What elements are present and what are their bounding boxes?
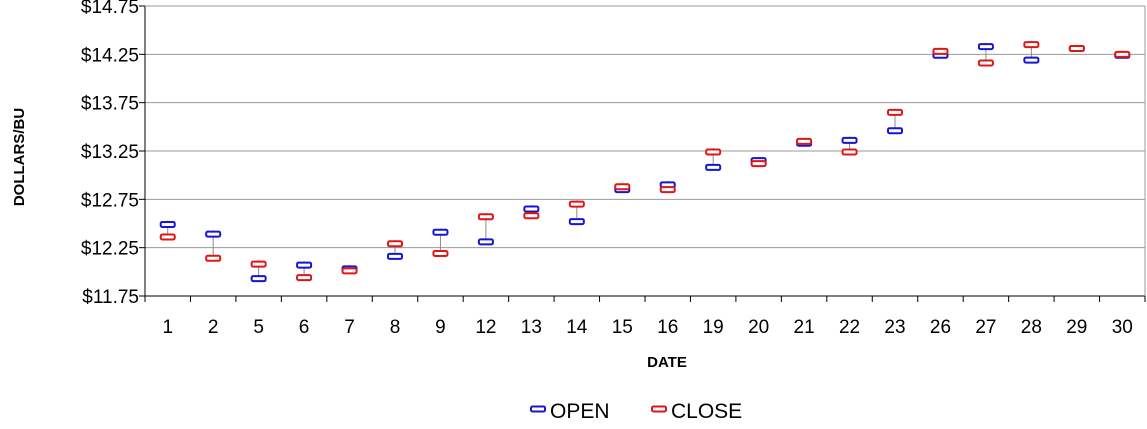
open-marker bbox=[568, 218, 585, 226]
x-tick-label: 23 bbox=[884, 317, 905, 338]
legend-label-close: CLOSE bbox=[671, 400, 742, 423]
x-axis-tick-labels: 1 2 5 6 7 8 9 12 13 14 15 16 19 20 21 22 23 26 27 28 29 30 bbox=[162, 317, 1132, 338]
y-tick-label: $12.75 bbox=[81, 190, 139, 211]
x-tick-label: 6 bbox=[299, 317, 310, 338]
x-tick-label: 2 bbox=[208, 317, 219, 338]
open-marker bbox=[477, 238, 494, 246]
close-marker bbox=[477, 213, 494, 221]
close-marker bbox=[523, 212, 540, 220]
close-marker bbox=[659, 186, 676, 194]
close-marker bbox=[432, 249, 449, 257]
x-tick-label: 7 bbox=[344, 317, 355, 338]
close-marker bbox=[614, 183, 631, 191]
legend-swatch-open bbox=[530, 405, 546, 413]
open-marker bbox=[387, 252, 403, 260]
x-tick-label: 27 bbox=[975, 317, 996, 338]
close-marker bbox=[977, 59, 994, 67]
open-marker bbox=[159, 220, 176, 228]
x-tick-label: 29 bbox=[1066, 317, 1087, 338]
open-marker bbox=[705, 163, 722, 171]
x-tick-label: 9 bbox=[435, 317, 446, 338]
x-tick-label: 20 bbox=[748, 317, 769, 338]
y-tick-label: $11.75 bbox=[82, 287, 139, 308]
y-axis-title: DOLLARS/BU bbox=[11, 108, 28, 206]
close-marker bbox=[296, 274, 313, 282]
legend-item-close: CLOSE bbox=[651, 400, 742, 423]
open-marker bbox=[296, 261, 313, 269]
close-marker bbox=[705, 148, 722, 156]
close-marker bbox=[1114, 50, 1131, 58]
x-tick-label: 30 bbox=[1112, 317, 1133, 338]
close-marker bbox=[796, 137, 813, 145]
close-marker bbox=[841, 148, 858, 156]
close-marker bbox=[159, 233, 176, 241]
legend-swatch-close bbox=[651, 405, 667, 413]
open-marker bbox=[841, 136, 858, 144]
x-tick-label: 21 bbox=[794, 317, 815, 338]
close-marker bbox=[887, 108, 903, 116]
open-marker bbox=[205, 230, 222, 238]
y-tick-label: $12.25 bbox=[81, 239, 139, 260]
open-marker bbox=[887, 127, 903, 135]
close-marker bbox=[250, 260, 267, 268]
x-axis-title: DATE bbox=[647, 354, 687, 371]
x-tick-label: 19 bbox=[703, 317, 724, 338]
close-marker bbox=[750, 160, 767, 168]
y-tick-label: $14.75 bbox=[81, 0, 139, 18]
close-marker bbox=[387, 240, 403, 248]
close-marker bbox=[205, 254, 222, 262]
gridlines bbox=[145, 5, 1145, 249]
open-marker bbox=[250, 275, 267, 283]
legend: OPEN CLOSE bbox=[530, 400, 742, 423]
x-tick-label: 5 bbox=[253, 317, 264, 338]
y-tick-label: $13.75 bbox=[81, 94, 139, 115]
x-tick-label: 26 bbox=[930, 317, 951, 338]
open-marker bbox=[432, 228, 449, 236]
x-tick-label: 15 bbox=[612, 317, 633, 338]
x-tick-label: 8 bbox=[390, 317, 401, 338]
y-tick-label: $14.25 bbox=[81, 45, 139, 66]
x-tick-label: 22 bbox=[839, 317, 860, 338]
x-tick-label: 13 bbox=[521, 317, 542, 338]
close-marker bbox=[341, 267, 358, 275]
axes bbox=[139, 5, 1146, 302]
x-tick-label: 14 bbox=[566, 317, 588, 338]
x-tick-label: 1 bbox=[162, 317, 173, 338]
close-marker bbox=[932, 47, 949, 55]
legend-label-open: OPEN bbox=[550, 400, 610, 423]
y-tick-label: $13.25 bbox=[81, 142, 139, 163]
high-low-lines bbox=[167, 40, 1123, 282]
data-markers bbox=[159, 41, 1131, 283]
y-axis-tick-labels: $11.75 $12.25 $12.75 $13.25 $13.75 $14.25 $14.… bbox=[81, 0, 139, 308]
x-tick-label: 12 bbox=[475, 317, 496, 338]
open-marker bbox=[1023, 56, 1040, 64]
open-marker bbox=[977, 43, 994, 51]
legend-item-open: OPEN bbox=[530, 400, 610, 423]
close-marker bbox=[568, 200, 585, 208]
open-marker bbox=[523, 205, 540, 213]
close-marker bbox=[1023, 41, 1040, 49]
x-tick-label: 16 bbox=[657, 317, 678, 338]
close-marker bbox=[1068, 45, 1085, 53]
x-tick-label: 28 bbox=[1021, 317, 1042, 338]
